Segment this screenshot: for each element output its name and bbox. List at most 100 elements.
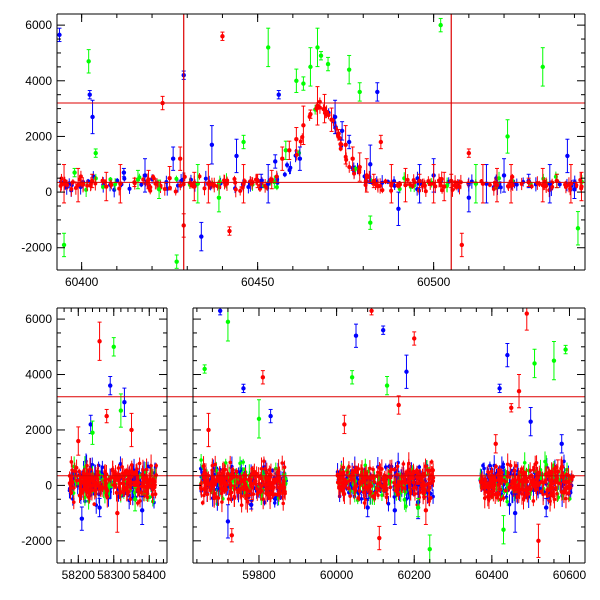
y-tick-label: 2000 <box>25 423 52 437</box>
data-point <box>127 186 132 191</box>
data-point-red <box>220 34 225 39</box>
data-point-blue <box>512 510 518 516</box>
data-point <box>514 495 519 500</box>
data-point <box>568 186 573 191</box>
y-tick-label: 0 <box>45 478 52 492</box>
data-point-blue <box>501 173 507 178</box>
data-point-green <box>563 347 568 352</box>
data-point-green <box>202 366 207 372</box>
data-point <box>489 469 494 474</box>
data-point <box>148 188 153 193</box>
data-point-blue <box>90 114 95 120</box>
y-tick-label: -2000 <box>21 241 52 255</box>
data-point <box>548 499 552 504</box>
data-point-blue <box>368 162 373 167</box>
data-point-red <box>206 427 211 433</box>
data-point <box>491 475 495 480</box>
data-point <box>223 467 227 472</box>
data-point <box>108 177 113 182</box>
data-point <box>243 486 248 490</box>
data-point <box>516 483 520 487</box>
data-point <box>505 499 509 504</box>
data-point <box>512 468 517 473</box>
data-point <box>487 182 492 187</box>
data-point <box>107 478 111 482</box>
data-point-red <box>97 339 102 344</box>
data-point <box>535 181 540 186</box>
data-point <box>135 501 140 505</box>
data-point <box>527 475 532 480</box>
data-point-blue <box>365 505 370 510</box>
data-point-red <box>343 142 348 147</box>
data-point <box>59 176 64 181</box>
data-point-green <box>532 361 537 366</box>
data-point-blue <box>57 32 62 38</box>
data-point-blue <box>404 369 409 374</box>
data-point-blue <box>122 400 127 405</box>
data-point <box>375 482 380 486</box>
data-point <box>392 467 397 472</box>
data-point <box>531 467 536 472</box>
data-point <box>431 468 435 473</box>
data-point <box>95 482 99 487</box>
data-point-red <box>364 173 369 178</box>
data-point-red <box>287 148 292 153</box>
data-point <box>203 176 208 181</box>
data-point <box>411 178 416 183</box>
data-point <box>520 492 524 496</box>
data-point <box>238 470 242 475</box>
data-point <box>271 493 276 497</box>
data-point <box>406 468 411 472</box>
data-point-blue <box>139 508 145 513</box>
data-point <box>212 496 216 501</box>
data-point-red <box>493 441 498 447</box>
data-point-green <box>415 505 421 510</box>
data-point <box>408 471 413 476</box>
data-point-blue <box>497 386 502 391</box>
data-point <box>422 490 427 495</box>
data-point <box>212 491 217 496</box>
data-point <box>174 176 179 181</box>
data-point <box>361 490 366 495</box>
data-point <box>386 501 391 506</box>
bottom-panel: 58200 58300 58400 59800 60000 60200 60400 60600… <box>21 307 586 582</box>
data-point-red <box>378 139 384 145</box>
data-point <box>242 479 246 484</box>
data-point <box>498 185 503 190</box>
data-point-blue <box>332 114 338 120</box>
data-point <box>567 486 572 491</box>
data-point <box>230 467 235 472</box>
data-point <box>242 473 246 477</box>
data-point <box>202 186 207 191</box>
data-point <box>90 462 95 467</box>
data-point <box>547 470 551 475</box>
data-point <box>481 463 485 468</box>
data-point <box>352 171 357 176</box>
data-point <box>247 493 251 498</box>
data-point-red <box>342 422 347 427</box>
data-point <box>562 491 566 495</box>
data-point <box>529 487 533 491</box>
data-point-blue <box>241 386 246 391</box>
data-point-red <box>115 510 120 516</box>
data-point-red <box>494 182 500 188</box>
data-point <box>369 476 374 480</box>
data-point <box>206 482 211 487</box>
data-point-red <box>377 535 382 541</box>
data-point-green <box>438 22 443 28</box>
data-point <box>263 475 268 480</box>
data-point <box>337 475 342 480</box>
data-point-red <box>301 123 306 128</box>
data-point <box>479 480 483 485</box>
data-point <box>234 469 239 474</box>
data-point <box>153 492 158 496</box>
data-point <box>372 480 377 484</box>
data-point <box>233 187 238 192</box>
data-point-red <box>396 402 401 408</box>
data-point <box>411 469 416 474</box>
data-point <box>72 485 76 490</box>
data-point <box>377 465 382 470</box>
data-point <box>298 139 303 144</box>
data-point <box>89 484 93 488</box>
data-point <box>429 481 433 485</box>
